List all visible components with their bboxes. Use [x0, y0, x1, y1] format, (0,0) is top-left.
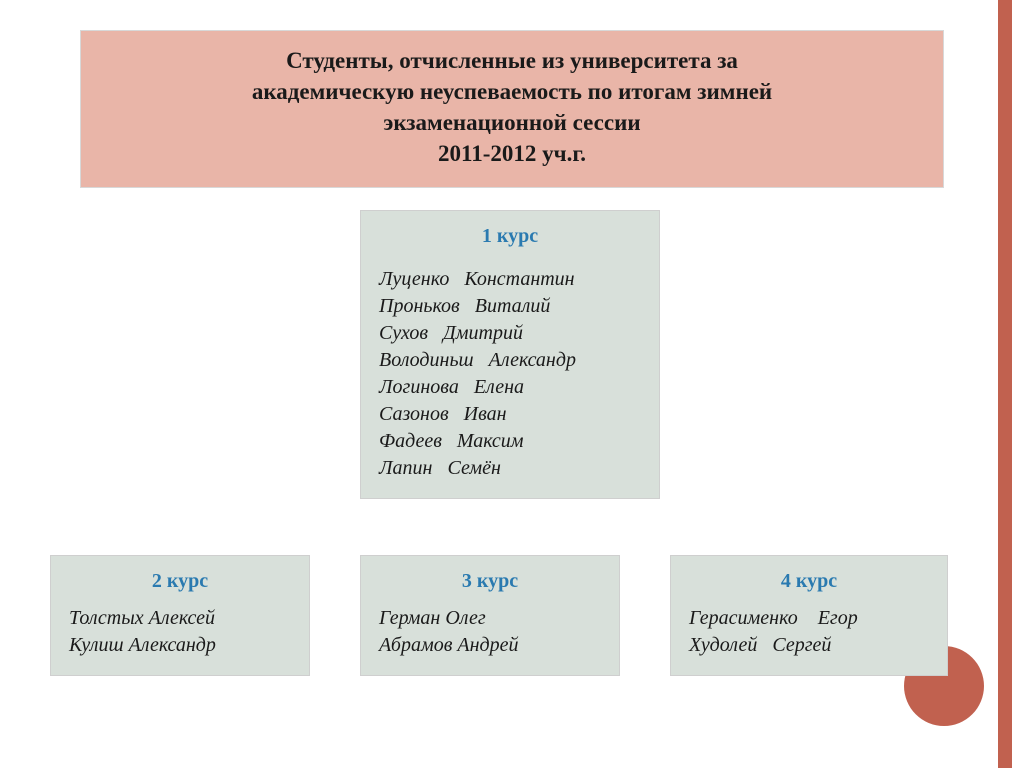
- student-name: Герасименко Егор: [689, 605, 929, 632]
- student-name: Сухов Дмитрий: [379, 320, 641, 347]
- student-name: Абрамов Андрей: [379, 632, 601, 659]
- student-name: Толстых Алексей: [69, 605, 291, 632]
- title-line-1: Студенты, отчисленные из университета за: [105, 45, 919, 76]
- card-course-4: 4 курс Герасименко Егор Худолей Сергей: [670, 555, 948, 676]
- title-line-2: академическую неуспеваемость по итогам з…: [105, 76, 919, 107]
- student-name: Проньков Виталий: [379, 293, 641, 320]
- card-course-1: 1 курс Луценко Константин Проньков Витал…: [360, 210, 660, 499]
- student-name: Сазонов Иван: [379, 401, 641, 428]
- title-line-3: экзаменационной сессии: [105, 107, 919, 138]
- decor-stripe: [998, 0, 1012, 768]
- title-box: Студенты, отчисленные из университета за…: [80, 30, 944, 188]
- student-name: Лапин Семён: [379, 455, 641, 482]
- student-name: Герман Олег: [379, 605, 601, 632]
- student-name: Кулиш Александр: [69, 632, 291, 659]
- card-header: 3 курс: [379, 570, 601, 593]
- title-line-4: 2011-2012 уч.г.: [105, 138, 919, 169]
- student-name: Худолей Сергей: [689, 632, 929, 659]
- student-name: Володиньш Александр: [379, 347, 641, 374]
- student-name: Луценко Константин: [379, 266, 641, 293]
- student-name: Логинова Елена: [379, 374, 641, 401]
- card-course-3: 3 курс Герман Олег Абрамов Андрей: [360, 555, 620, 676]
- card-header: 1 курс: [379, 225, 641, 248]
- student-name: Фадеев Максим: [379, 428, 641, 455]
- card-header: 4 курс: [689, 570, 929, 593]
- card-course-2: 2 курс Толстых Алексей Кулиш Александр: [50, 555, 310, 676]
- card-header: 2 курс: [69, 570, 291, 593]
